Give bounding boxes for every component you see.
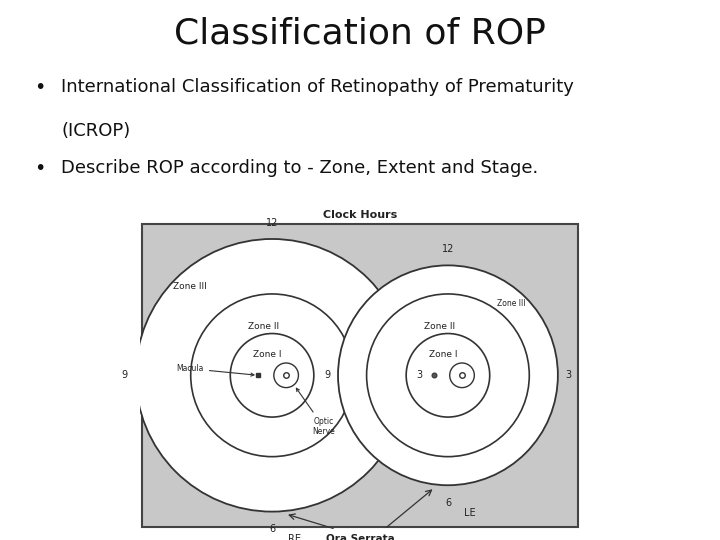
Circle shape (338, 265, 558, 485)
Text: 9: 9 (324, 370, 330, 380)
Circle shape (191, 294, 354, 457)
Text: 9: 9 (122, 370, 128, 380)
Text: •: • (34, 159, 45, 178)
Text: 6: 6 (445, 497, 451, 508)
Circle shape (366, 294, 529, 457)
Text: Describe ROP according to - Zone, Extent and Stage.: Describe ROP according to - Zone, Extent… (61, 159, 539, 177)
Text: RE: RE (287, 535, 300, 540)
Circle shape (274, 363, 299, 388)
Text: 3: 3 (416, 370, 423, 380)
Text: Clock Hours: Clock Hours (323, 210, 397, 220)
Text: Zone I: Zone I (253, 350, 282, 359)
Text: 6: 6 (269, 524, 275, 534)
Circle shape (450, 363, 474, 388)
Text: 12: 12 (266, 218, 278, 228)
Text: Zone III: Zone III (498, 299, 526, 308)
Circle shape (230, 334, 314, 417)
Text: Zone II: Zone II (423, 322, 455, 331)
Text: LE: LE (464, 508, 476, 518)
Text: Macula: Macula (176, 364, 254, 376)
Text: Zone III: Zone III (174, 282, 207, 291)
Text: Classification of ROP: Classification of ROP (174, 16, 546, 50)
FancyBboxPatch shape (143, 224, 577, 527)
Text: Zone II: Zone II (248, 322, 279, 331)
Text: International Classification of Retinopathy of Prematurity: International Classification of Retinopa… (61, 78, 574, 96)
Text: Optic
Nerve: Optic Nerve (297, 388, 335, 436)
Text: Ora Serrata: Ora Serrata (325, 534, 395, 540)
Text: 12: 12 (442, 245, 454, 254)
Circle shape (136, 239, 408, 511)
Text: Zone I: Zone I (429, 350, 458, 359)
Circle shape (406, 334, 490, 417)
Text: •: • (34, 78, 45, 97)
Text: (ICROP): (ICROP) (61, 122, 130, 139)
Text: 3: 3 (566, 370, 572, 380)
